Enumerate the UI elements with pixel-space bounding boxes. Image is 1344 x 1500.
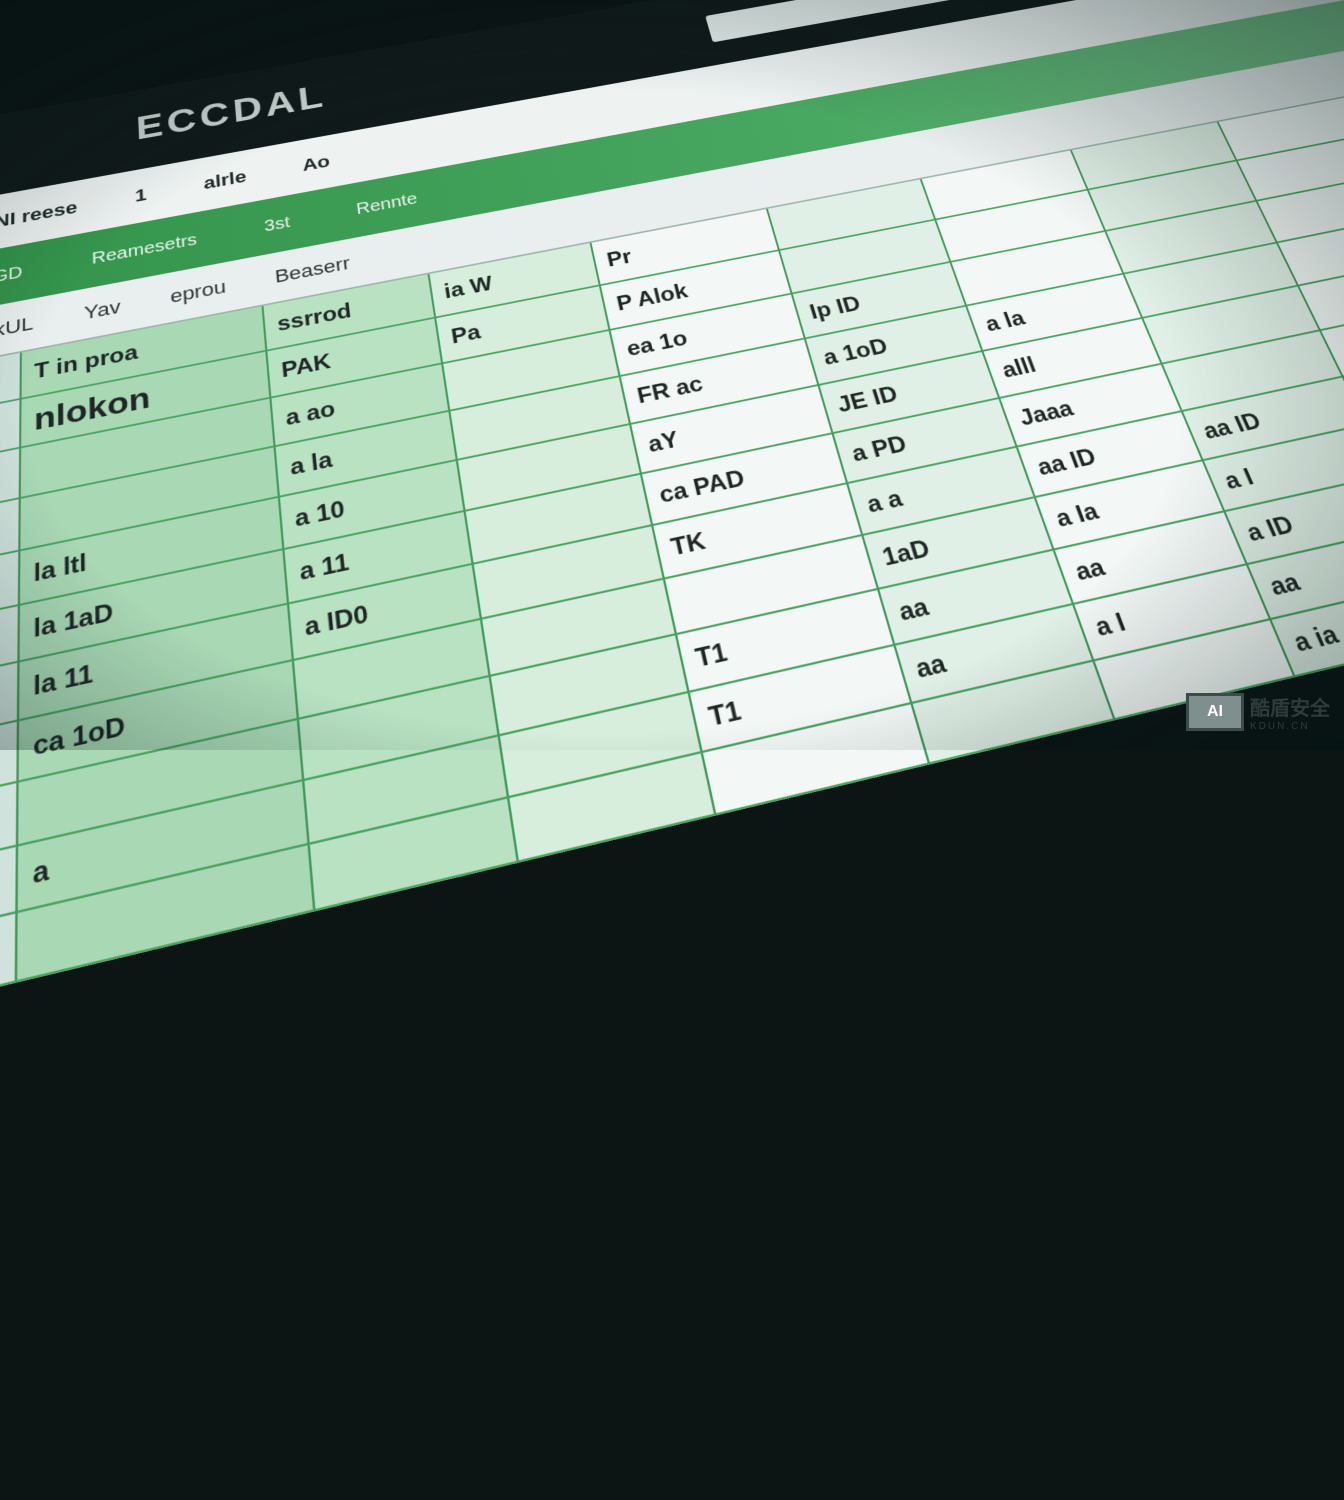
formula-item: okUL	[0, 312, 34, 344]
ribbon-tab[interactable]: Ao GD	[0, 263, 23, 293]
ribbon-tab[interactable]: Rennte	[355, 190, 418, 219]
toolbar-item[interactable]: alrle	[203, 167, 247, 194]
toolbar-item[interactable]: 1	[135, 185, 147, 207]
toolbar-item[interactable]: Ao	[301, 151, 330, 175]
toolbar-item[interactable]: ECNI reese	[0, 197, 77, 238]
formula-item: Yav	[84, 296, 121, 324]
watermark-domain: KDUN.CN	[1250, 721, 1330, 732]
formula-item: Beaserr	[274, 253, 351, 288]
formula-item: eprou	[170, 276, 227, 308]
watermark-logo: AI	[1186, 693, 1244, 731]
watermark: AI 酷盾安全 KDUN.CN	[1186, 692, 1330, 732]
watermark-name: 酷盾安全	[1250, 692, 1330, 721]
cell[interactable]	[0, 913, 18, 1063]
app-title: ECCDAL	[135, 79, 327, 147]
ribbon-tab[interactable]: Reamesetrs	[92, 231, 198, 269]
ribbon-tab[interactable]: 3st	[264, 213, 291, 236]
